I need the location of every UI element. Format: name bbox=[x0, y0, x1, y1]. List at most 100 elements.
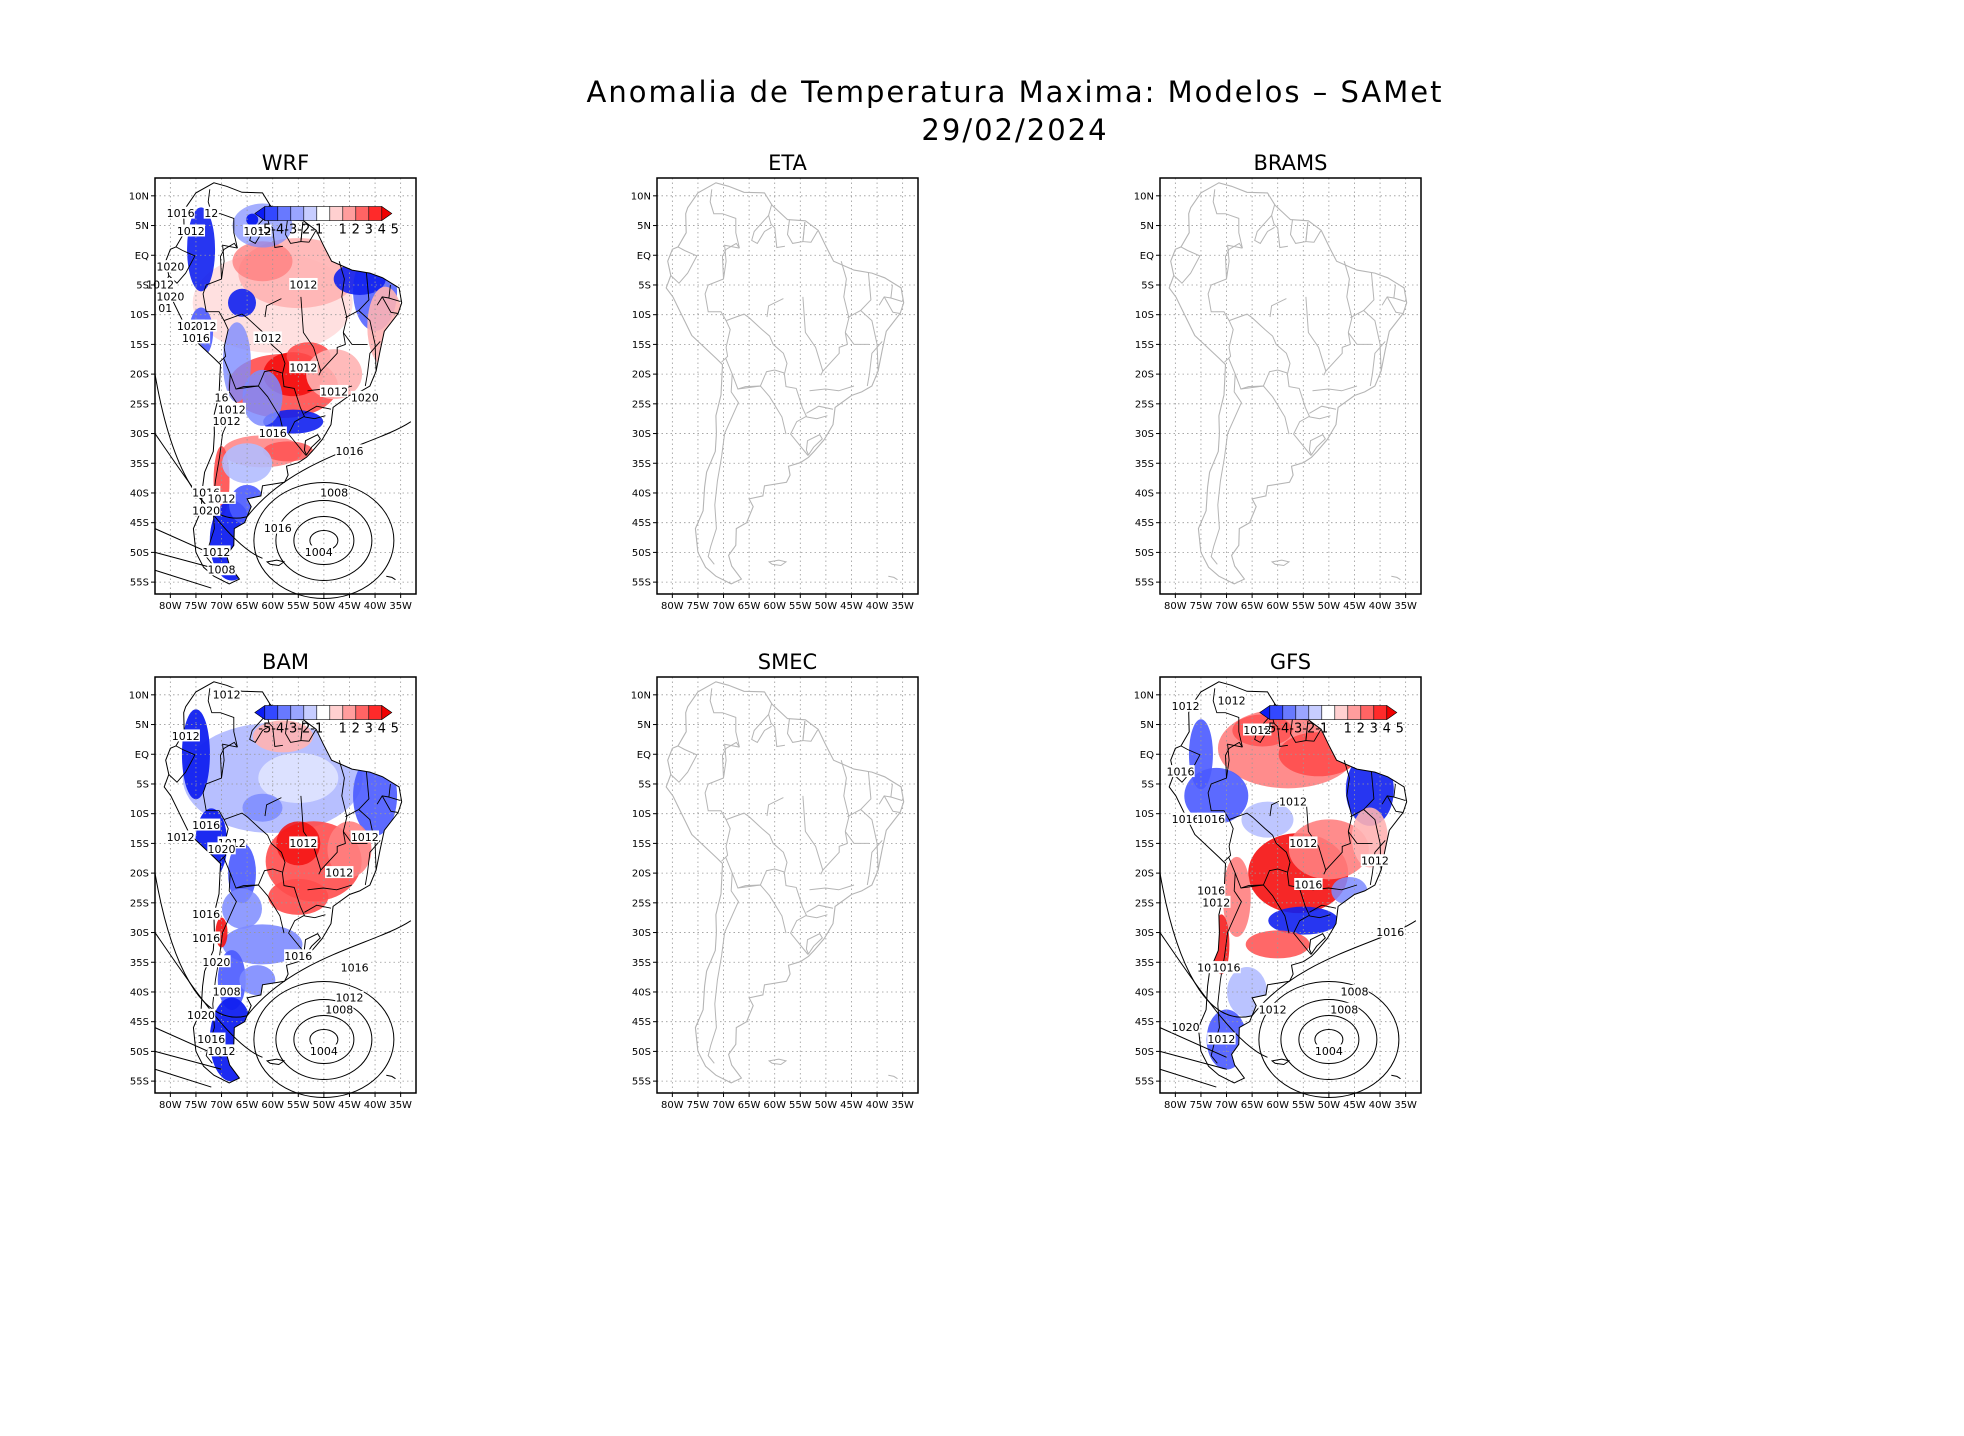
lat-tick-label: 20S bbox=[1135, 370, 1154, 381]
isobar-label-bg bbox=[191, 931, 221, 944]
isobar-label: 1004 bbox=[1315, 1045, 1343, 1058]
country-border bbox=[364, 341, 381, 387]
lat-tick-label: 25S bbox=[130, 399, 149, 410]
isobar-label: 1012 bbox=[208, 1045, 236, 1058]
colorbar-swatch bbox=[1269, 705, 1284, 720]
lon-tick-label: 45W bbox=[338, 601, 361, 612]
falkland-islands bbox=[767, 1058, 788, 1066]
isobar-label: 1008 bbox=[213, 985, 241, 998]
isobar-label-bg bbox=[212, 984, 241, 997]
country-border bbox=[376, 795, 389, 805]
anomaly-patch bbox=[1222, 856, 1251, 937]
lon-tick-label: 60W bbox=[261, 1100, 284, 1111]
country-border bbox=[1309, 405, 1337, 414]
country-border bbox=[844, 332, 870, 345]
isobar-label-bg bbox=[340, 961, 369, 974]
colorbar-arrow-right bbox=[381, 205, 393, 222]
isobar-label: 1004 bbox=[310, 1045, 338, 1058]
isobar-line bbox=[1159, 1068, 1217, 1088]
lat-tick-label: 30S bbox=[632, 928, 651, 939]
country-border bbox=[802, 720, 819, 742]
country-border bbox=[707, 873, 739, 1064]
country-border bbox=[1271, 204, 1288, 249]
isobar-line bbox=[1159, 1027, 1227, 1058]
isobar-label: 1012 bbox=[1279, 795, 1307, 808]
isobar-label: 1016 bbox=[264, 522, 292, 535]
isobar-label-bg bbox=[1330, 1002, 1359, 1015]
panel-smec: SMEC 10N 5N EQ 5S 10S 15S 20S 25S 30S 35S 40S 45S 50… bbox=[631, 649, 1017, 1229]
isobar-label: 1012 bbox=[146, 278, 174, 291]
country-border bbox=[822, 332, 848, 372]
lon-tick-label: 65W bbox=[236, 601, 259, 612]
isobar-label-bg bbox=[1340, 984, 1369, 997]
lat-tick-label: 10S bbox=[130, 809, 149, 820]
isobar-label-bg bbox=[1171, 1020, 1200, 1033]
country-border bbox=[376, 296, 389, 306]
isobar-label: 1012 bbox=[1361, 855, 1389, 868]
colorbar-swatch bbox=[329, 206, 344, 221]
lon-tick-label: 60W bbox=[1266, 601, 1289, 612]
country-border bbox=[1347, 332, 1373, 345]
country-border bbox=[1212, 189, 1243, 249]
country-border bbox=[338, 261, 348, 333]
isobar-line bbox=[1298, 1015, 1360, 1065]
colorbar-swatch bbox=[355, 206, 370, 221]
colorbar-tick-label: 3 bbox=[1370, 722, 1378, 737]
colorbar-tick-label: 1 bbox=[1344, 722, 1352, 737]
lat-tick-label: 35S bbox=[130, 958, 149, 969]
colorbar-swatch bbox=[1347, 705, 1362, 720]
country-border bbox=[1343, 760, 1353, 832]
panel-title: GFS bbox=[1269, 650, 1312, 674]
falkland-islands bbox=[265, 1058, 286, 1066]
lat-tick-label: 35S bbox=[130, 459, 149, 470]
map-frame bbox=[1159, 676, 1422, 1094]
lon-tick-label: 75W bbox=[687, 1100, 710, 1111]
colorbar-swatch bbox=[316, 206, 331, 221]
lat-tick-label: 40S bbox=[632, 987, 651, 998]
coastline bbox=[665, 681, 905, 1084]
lagoon-outline bbox=[1308, 434, 1326, 456]
country-border bbox=[1350, 771, 1375, 818]
lat-tick-label: EQ bbox=[135, 251, 149, 262]
colorbar-tick-label: 1 bbox=[339, 722, 347, 737]
country-border bbox=[737, 868, 785, 889]
lat-tick-label: EQ bbox=[135, 750, 149, 761]
colorbar-swatch bbox=[290, 206, 305, 221]
country-border bbox=[1312, 385, 1358, 392]
lon-tick-label: 80W bbox=[661, 601, 684, 612]
lat-tick-label: 40S bbox=[632, 488, 651, 499]
colorbar-tick-label: 1 bbox=[339, 223, 347, 238]
country-border bbox=[381, 795, 399, 813]
country-border bbox=[704, 743, 740, 862]
panel-wrf: WRF 1016 12 1012 1012 1020 1012 1020 01 1020 012 1… bbox=[129, 150, 515, 730]
lat-tick-label: 10N bbox=[631, 690, 651, 701]
lat-tick-label: 45S bbox=[632, 518, 651, 529]
colorbar-tick-label: -2 bbox=[1302, 722, 1315, 737]
isobar-line bbox=[154, 1068, 212, 1088]
country-border bbox=[860, 809, 879, 871]
isobar-label: 1012 bbox=[1218, 694, 1246, 707]
anomaly-patch bbox=[239, 965, 276, 996]
map-gfs: 1012 101210121016101210161016101210121016… bbox=[1134, 676, 1422, 1111]
country-border bbox=[725, 812, 809, 955]
colorbar-tick-label: -4 bbox=[271, 223, 284, 238]
colorbar-tick-label: 5 bbox=[391, 722, 399, 737]
country-border bbox=[1393, 783, 1406, 802]
panel-title: SMEC bbox=[757, 650, 818, 674]
isobar-label: 12 bbox=[204, 207, 218, 220]
colorbar-tick-label: 4 bbox=[378, 223, 386, 238]
lon-tick-label: 35W bbox=[389, 1100, 412, 1111]
isobar-label-bg bbox=[1360, 854, 1390, 867]
colorbar-swatch bbox=[316, 705, 331, 720]
isobar-label: 1016 bbox=[1172, 813, 1200, 826]
lat-tick-label: 50S bbox=[1135, 548, 1154, 559]
country-border bbox=[1309, 415, 1331, 420]
country-border bbox=[1207, 743, 1243, 862]
lon-tick-label: 70W bbox=[712, 601, 735, 612]
lat-tick-label: 35S bbox=[1135, 459, 1154, 470]
country-border bbox=[320, 831, 346, 871]
isobar-label: 1020 bbox=[208, 843, 236, 856]
lat-tick-label: EQ bbox=[637, 251, 651, 262]
colorbar-swatch bbox=[277, 705, 292, 720]
isobar-line bbox=[253, 981, 395, 1099]
